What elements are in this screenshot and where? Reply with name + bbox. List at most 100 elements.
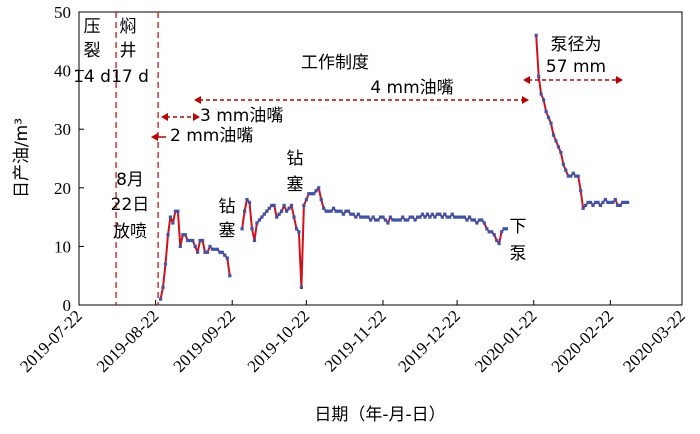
annotations: 压 裂 14 d 焖 井 17 d 8月 22日 放喷 工作制度 4 mm油嘴 … — [73, 17, 606, 264]
data-point — [312, 192, 316, 196]
data-point — [408, 215, 412, 219]
data-point — [497, 241, 501, 246]
data-point — [502, 227, 506, 231]
label-yali: 压 — [84, 17, 101, 37]
data-point — [168, 215, 172, 219]
data-point — [569, 174, 573, 178]
data-point — [314, 189, 318, 193]
data-point — [472, 218, 476, 222]
data-point — [334, 209, 338, 213]
data-point — [579, 189, 583, 193]
label-57mm: 57 mm — [546, 57, 606, 77]
data-point — [611, 200, 615, 204]
x-tick-label: 2019-08-22 — [93, 306, 163, 376]
data-point — [537, 74, 541, 79]
data-point — [247, 200, 252, 204]
x-tick-label: 2019-07-22 — [16, 306, 86, 376]
label-sai-1: 塞 — [219, 221, 236, 241]
label-4mm: 4 mm油嘴 — [370, 78, 453, 98]
data-point — [351, 212, 355, 216]
label-bengjing: 泵径为 — [551, 35, 602, 55]
data-point — [344, 209, 348, 213]
data-point — [250, 227, 254, 231]
data-point — [366, 215, 370, 219]
data-point — [292, 215, 296, 219]
data-point — [598, 203, 602, 207]
y-tick-label: 50 — [54, 3, 71, 22]
data-point — [203, 250, 207, 254]
x-axis: 2019-07-22 2019-08-22 2019-09-22 2019-10-22… — [16, 300, 689, 376]
data-point — [455, 215, 459, 219]
data-point — [289, 203, 294, 207]
data-point — [401, 215, 405, 219]
data-point — [435, 212, 439, 216]
data-point — [346, 209, 350, 213]
data-point — [445, 215, 449, 219]
data-point — [581, 206, 585, 210]
data-point — [458, 215, 462, 219]
data-point — [500, 230, 504, 234]
y-tick-label: 20 — [54, 179, 71, 198]
data-point — [257, 218, 261, 222]
data-point — [309, 192, 313, 196]
y-tick-label: 30 — [54, 120, 71, 139]
data-point — [369, 218, 373, 222]
data-point — [462, 215, 467, 219]
data-point — [294, 227, 299, 231]
data-point — [460, 215, 464, 219]
data-point — [228, 274, 232, 278]
data-point — [307, 192, 311, 196]
data-point — [416, 215, 420, 219]
data-point — [225, 256, 229, 260]
arrow-head — [616, 76, 623, 84]
data-point — [485, 227, 489, 231]
data-point — [443, 212, 447, 216]
label-fangpen: 放喷 — [113, 222, 147, 242]
data-point — [608, 200, 612, 204]
data-point — [210, 247, 215, 251]
data-point — [603, 197, 607, 202]
label-14d: 14 d — [73, 67, 111, 87]
y-tick-label: 10 — [54, 237, 71, 256]
data-point — [218, 250, 222, 254]
data-point — [556, 145, 560, 149]
data-point — [386, 221, 390, 225]
label-gongzuo: 工作制度 — [301, 53, 369, 73]
data-point — [364, 215, 368, 219]
plot-frame — [78, 11, 683, 306]
data-point — [270, 203, 274, 207]
data-point — [361, 215, 365, 219]
data-point — [213, 247, 217, 251]
data-point — [601, 200, 605, 204]
data-point — [176, 209, 180, 213]
data-point — [589, 200, 593, 204]
data-point — [161, 285, 165, 289]
data-point — [383, 218, 387, 222]
data-point — [223, 253, 227, 257]
data-point — [198, 238, 202, 243]
data-point — [359, 215, 363, 219]
data-point — [549, 121, 553, 125]
data-point — [302, 203, 306, 207]
data-point — [534, 33, 538, 37]
data-point — [576, 174, 580, 178]
data-point — [183, 233, 187, 237]
arrow-head — [194, 96, 201, 104]
arrow-head — [161, 113, 168, 121]
data-point — [341, 212, 345, 216]
y-axis: 0 10 20 30 40 50 — [54, 3, 84, 315]
data-point — [173, 209, 177, 213]
data-point — [433, 215, 437, 219]
arrow-head — [523, 76, 530, 84]
data-point — [492, 233, 496, 237]
data-point — [559, 151, 563, 155]
data-point — [243, 209, 247, 213]
data-point — [356, 212, 360, 216]
data-point — [448, 215, 452, 219]
data-point — [299, 285, 303, 289]
data-point — [349, 212, 353, 216]
data-point — [327, 209, 331, 213]
data-point — [593, 200, 598, 204]
data-point — [539, 92, 543, 96]
